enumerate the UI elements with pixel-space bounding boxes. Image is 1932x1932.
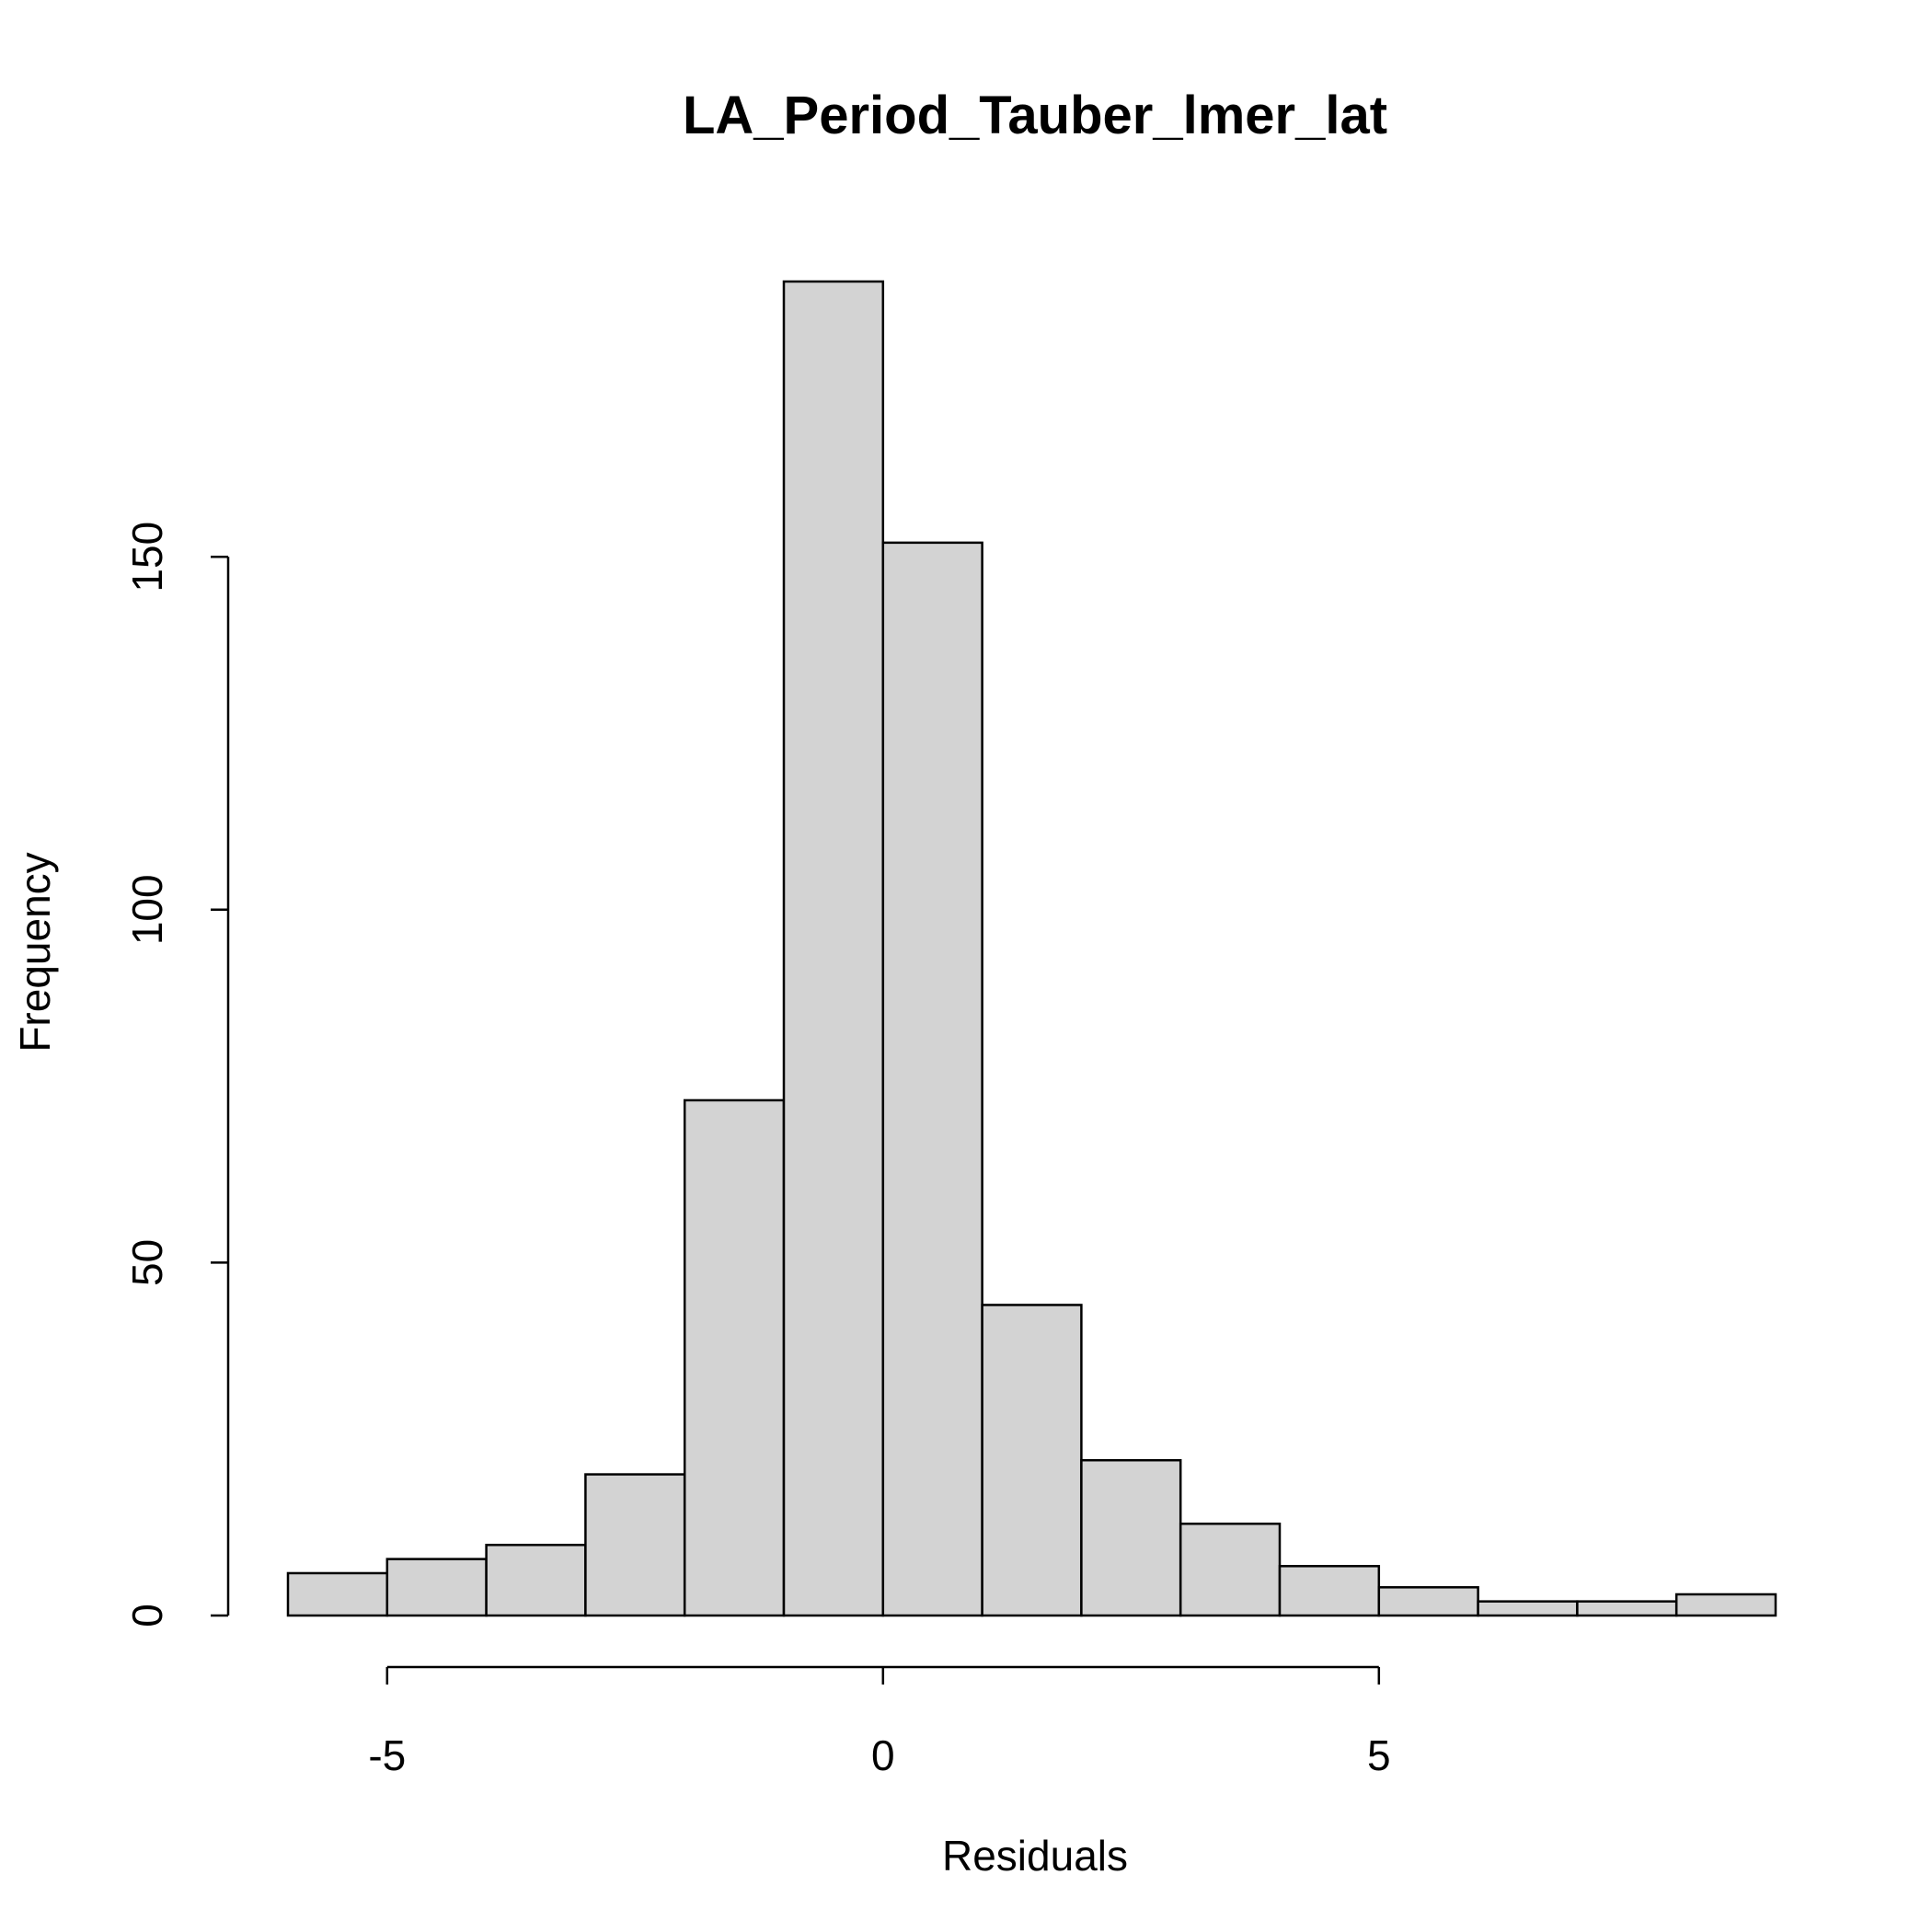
histogram-bar: [584, 1473, 686, 1617]
histogram-bar: [782, 280, 885, 1617]
y-axis-label: Frequency: [11, 852, 59, 1052]
x-tick-label: 0: [871, 1731, 895, 1779]
x-tick-label: -5: [368, 1731, 406, 1779]
histogram-bar: [1576, 1600, 1678, 1617]
histogram-bar: [1278, 1565, 1381, 1617]
y-tick-label: 100: [123, 874, 171, 945]
y-axis: 0 50 100 150: [123, 522, 230, 1627]
y-tick-label: 50: [123, 1239, 171, 1286]
histogram-bar: [1080, 1458, 1182, 1617]
histogram-bar: [1377, 1586, 1479, 1617]
chart-title: LA_Period_Tauber_lmer_lat: [683, 86, 1387, 145]
bars-group: [286, 280, 1777, 1617]
histogram-bar: [485, 1544, 587, 1617]
y-tick-label: 0: [123, 1604, 171, 1627]
histogram-bar: [881, 541, 983, 1617]
histogram-bar: [286, 1571, 389, 1617]
histogram-bar: [1674, 1593, 1777, 1617]
histogram-bar: [1477, 1600, 1579, 1617]
x-axis: -5 0 5: [368, 1665, 1391, 1779]
histogram-bar: [683, 1098, 786, 1617]
histogram-bar: [385, 1558, 488, 1617]
histogram-bar: [1179, 1523, 1282, 1617]
y-tick-label: 150: [123, 522, 171, 592]
x-tick-label: 5: [1367, 1731, 1391, 1779]
x-axis-label: Residuals: [942, 1832, 1128, 1880]
histogram-bar: [981, 1304, 1083, 1617]
